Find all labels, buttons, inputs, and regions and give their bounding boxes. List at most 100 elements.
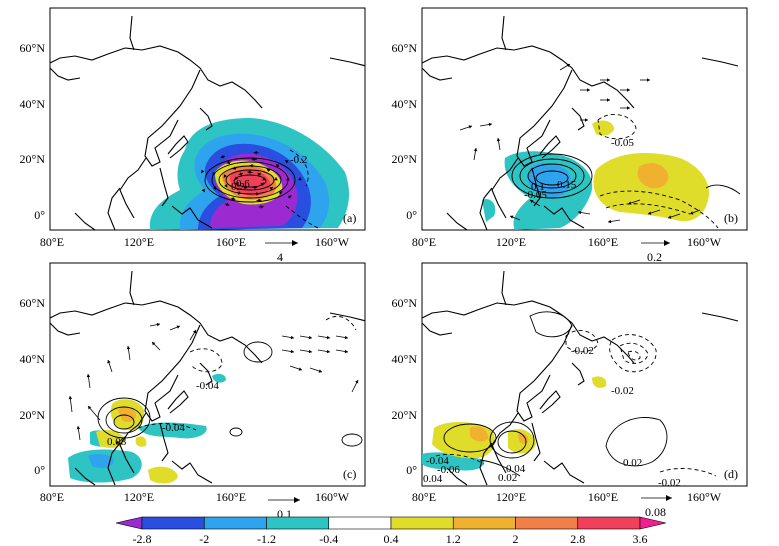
panel-a-contour-label-3: 0.2: [231, 181, 245, 193]
panel-d-contour-label-6: -0.04: [426, 455, 449, 467]
wind-vector-head: [86, 374, 91, 378]
panel-b-label: (b): [724, 211, 738, 225]
wind-vector-head: [201, 188, 205, 192]
colorbar-segment: [141, 516, 205, 530]
wind-vector-head: [647, 78, 650, 82]
colorbar-tick: -2: [199, 532, 209, 546]
panel-b-lon-tick-1: 80°E: [412, 235, 436, 249]
wind-vector-head: [286, 177, 290, 181]
panel-c-frame: [49, 262, 366, 487]
colorbar-tick: -0.4: [319, 532, 338, 546]
wind-vector-head: [344, 335, 348, 340]
panel-a-lat-tick-1: 60°N: [20, 41, 46, 55]
wind-vector-head: [608, 219, 612, 224]
wind-vector-head: [251, 157, 255, 162]
wind-vector-head: [76, 426, 81, 430]
wind-vector-head: [308, 349, 312, 354]
colorbar-tick: 3.6: [633, 532, 648, 546]
shade-c-cyan-4: [212, 373, 226, 383]
wind-vector-head: [627, 106, 630, 110]
panel-d-contour-label-7: -0.06: [437, 464, 460, 476]
wind-vector-head: [355, 380, 359, 384]
wind-vector-head: [496, 138, 501, 142]
shade-c-yellow-4: [148, 466, 178, 484]
panel-b-contour-label-2: 0.15: [557, 179, 577, 191]
panel-b-shading: [482, 120, 709, 230]
panel-b-lat-tick-4: 0°: [406, 208, 417, 222]
panel-d-contour-label-3: 0.02: [623, 457, 642, 469]
panel-c-contour-label-2: -0.04: [162, 422, 185, 434]
panel-a-vectors: [200, 150, 302, 209]
colorbar-tick: -2.8: [133, 532, 152, 546]
panel-d-lat-tick-3: 20°N: [392, 408, 418, 422]
panel-b-lon-tick-3: 160°E: [588, 235, 618, 249]
wind-vector-head: [326, 349, 330, 354]
wind-vector-head: [262, 177, 266, 181]
wind-vector-head: [232, 166, 237, 170]
panel-d-label: (d): [724, 467, 738, 481]
panel-a-contour-label-2: 0.6: [236, 178, 250, 190]
wind-vector-head: [156, 322, 160, 327]
panel-c-contour-label-3: 0.08: [107, 436, 127, 448]
colorbar-extend-low: [115, 516, 143, 530]
shade-c-blue: [88, 453, 114, 468]
panel-a-lon-tick-3: 160°E: [216, 235, 246, 249]
wind-vector-head: [247, 170, 251, 175]
wind-vector-head: [278, 191, 283, 195]
panel-a-contours: [204, 149, 319, 229]
panel-d-lon-tick-4: 160°W: [687, 490, 722, 504]
colorbar-segment: [328, 516, 392, 530]
panel-c-lon-tick-3: 160°E: [216, 490, 246, 504]
wind-vector-head: [628, 201, 632, 205]
wind-vector-head: [258, 198, 262, 203]
panel-b-lon-tick-2: 120°E: [496, 235, 526, 249]
wind-vector-head: [243, 185, 248, 189]
colorbar: -2.8 -2 -1.2 -0.4 0.4 1.2 2 2.8 3.6: [115, 516, 667, 546]
wind-vector-head: [212, 186, 217, 190]
panel-d-lon-tick-1: 80°E: [412, 490, 436, 504]
panel-a-lat-tick-2: 40°N: [20, 97, 46, 111]
panel-a-ref-vector: 4: [265, 240, 298, 264]
wind-vector-head: [238, 172, 243, 176]
svg-text:0.2: 0.2: [647, 250, 662, 264]
wind-vector-head: [260, 205, 264, 209]
wind-vector-head: [235, 176, 239, 180]
panel-a-lon-tick-1: 80°E: [40, 235, 64, 249]
colorbar-segment: [390, 516, 454, 530]
wind-vector-head: [126, 346, 131, 350]
panel-b-lat-tick-3: 20°N: [392, 152, 418, 166]
panel-b-lon-tick-4: 160°W: [687, 235, 722, 249]
panel-a-label: (a): [343, 211, 356, 225]
panel-c-lat-tick-2: 40°N: [20, 352, 46, 366]
panel-d-contour-label-1: -0.02: [571, 345, 594, 357]
panel-d-lat-tick-1: 60°N: [392, 296, 418, 310]
wind-vector-head: [578, 210, 582, 215]
wind-vector-head: [298, 367, 302, 371]
panel-a: -0.2 0.6 0.2 (a) 4: [49, 7, 366, 264]
panel-d-lon-tick-2: 120°E: [496, 490, 526, 504]
panel-b-vectors: [459, 63, 701, 224]
wind-vector-head: [152, 342, 156, 346]
wind-vector-head: [107, 360, 111, 364]
panel-d-lat-tick-4: 0°: [406, 463, 417, 477]
colorbar-tick: 1.2: [446, 532, 461, 546]
panel-b-contours: [511, 113, 741, 229]
panel-c-lat-tick-4: 0°: [34, 463, 45, 477]
wind-vector-head: [488, 122, 492, 127]
wind-vector-head: [223, 174, 228, 178]
panel-b: -0.05 0.15 0.1 -0.05 (b) 0.2: [421, 7, 748, 264]
colorbar-tick: 0.4: [384, 532, 399, 546]
wind-vector-head: [274, 177, 278, 181]
wind-vector-head: [290, 335, 294, 340]
panel-c-contour-label-1: -0.04: [196, 380, 219, 392]
panel-d-ref-vector: 0.08: [641, 495, 672, 519]
wind-vector-head: [318, 369, 322, 373]
shade-b-blue: [528, 162, 571, 198]
panel-a-contour-label-1: -0.2: [290, 154, 307, 166]
wind-vector-head: [226, 160, 231, 165]
colorbar-extend-high: [639, 516, 667, 530]
wind-vector-head: [285, 160, 289, 164]
panel-a-lat-tick-4: 0°: [34, 208, 45, 222]
colorbar-tick: -1.2: [257, 532, 276, 546]
panel-b-contour-label-1: -0.05: [611, 137, 634, 149]
